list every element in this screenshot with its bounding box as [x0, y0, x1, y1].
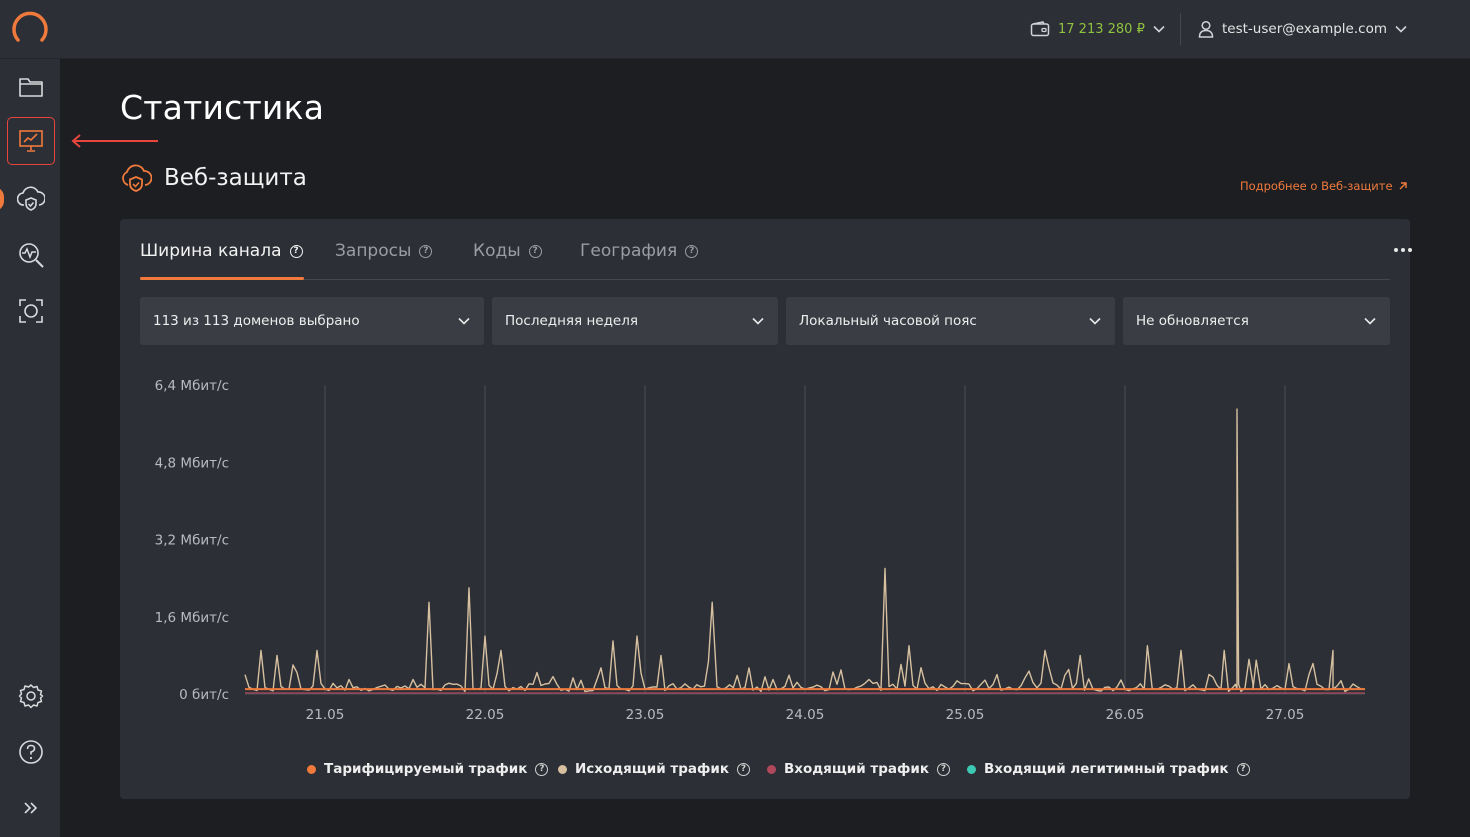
help-icon [19, 740, 43, 764]
page-title: Статистика [120, 88, 325, 127]
x-tick-label: 23.05 [626, 707, 665, 723]
legend-dot [558, 764, 567, 774]
sidebar-item-help[interactable] [7, 728, 55, 776]
divider [1180, 13, 1181, 45]
legend-item-outgoing[interactable]: Исходящий трафик ? [558, 761, 751, 777]
wallet-icon [1030, 21, 1050, 37]
legend-dot [307, 764, 316, 774]
cloud-shield-icon [122, 164, 152, 192]
tab-bandwidth[interactable]: Ширина канала ? [140, 239, 303, 263]
sidebar-item-monitoring[interactable] [7, 231, 55, 279]
y-tick-label: 4,8 Мбит/с [155, 455, 229, 471]
sidebar-item-web-protection[interactable] [7, 175, 55, 223]
x-tick-label: 25.05 [946, 707, 985, 723]
x-tick-label: 24.05 [786, 707, 825, 723]
x-tick-label: 22.05 [466, 707, 505, 723]
legend-label: Тарифицируемый трафик [324, 761, 528, 777]
balance-value: 17 213 280 ₽ [1058, 21, 1145, 37]
legend-label: Исходящий трафик [575, 761, 730, 777]
period-select-value: Последняя неделя [505, 313, 638, 329]
legend-item-legit[interactable]: Входящий легитимный трафик ? [967, 761, 1250, 777]
section-title: Веб-защита [164, 165, 307, 191]
more-options-icon[interactable] [1392, 241, 1414, 259]
user-icon [1198, 20, 1214, 38]
bandwidth-chart: 21.05 22.05 23.05 24.05 25.05 26.05 27.05 6,4 М… [155, 378, 1366, 723]
learn-more-link[interactable]: Подробнее о Веб-защите [1240, 179, 1408, 193]
sidebar-expand-button[interactable] [7, 784, 55, 832]
settings-icon [18, 684, 44, 709]
refresh-select[interactable]: Не обновляется [1123, 297, 1390, 345]
tab-label: Запросы [335, 241, 412, 261]
sidebar-item-settings[interactable] [7, 672, 55, 720]
legend-label: Входящий легитимный трафик [984, 761, 1229, 777]
sidebar-item-scan[interactable] [7, 287, 55, 335]
external-arrow-icon [1399, 182, 1407, 190]
user-email: test-user@example.com [1222, 21, 1387, 37]
help-icon[interactable]: ? [737, 762, 751, 776]
timezone-select[interactable]: Локальный часовой пояс [786, 297, 1115, 345]
chart-legend: Тарифицируемый трафик ? Исходящий трафик… [120, 759, 1410, 779]
tab-label: Коды [473, 241, 521, 261]
help-icon[interactable]: ? [937, 762, 950, 776]
legend-item-incoming[interactable]: Входящий трафик ? [767, 761, 950, 777]
sidebar-item-statistics[interactable] [7, 117, 55, 165]
balance-dropdown[interactable]: 17 213 280 ₽ [1030, 18, 1165, 40]
legend-dot [967, 764, 976, 774]
tab-codes[interactable]: Коды ? [473, 239, 542, 263]
tab-label: География [580, 241, 678, 261]
scan-icon [19, 299, 43, 323]
tab-requests[interactable]: Запросы ? [335, 239, 433, 263]
logo-icon[interactable] [10, 10, 50, 50]
timezone-select-value: Локальный часовой пояс [799, 313, 977, 329]
y-tick-label: 3,2 Мбит/с [155, 533, 229, 549]
help-icon[interactable]: ? [685, 244, 699, 258]
monitoring-icon [19, 243, 44, 268]
active-indicator [0, 187, 4, 211]
sidebar [0, 59, 60, 837]
y-tick-label: 0 бит/с [179, 687, 229, 703]
legend-label: Входящий трафик [784, 761, 929, 777]
help-icon[interactable]: ? [535, 762, 549, 776]
refresh-select-value: Не обновляется [1136, 313, 1249, 329]
help-icon[interactable]: ? [289, 244, 303, 258]
legend-dot [767, 764, 776, 774]
chevron-down-icon [1089, 317, 1101, 325]
y-tick-label: 1,6 Мбит/с [155, 610, 229, 626]
user-menu[interactable]: test-user@example.com [1198, 18, 1407, 40]
arrow-annotation-icon [71, 134, 158, 148]
chevron-down-icon [1395, 25, 1407, 33]
cloud-shield-icon [17, 186, 45, 211]
legend-item-billable[interactable]: Тарифицируемый трафик ? [307, 761, 549, 777]
tab-label: Ширина канала [140, 241, 282, 261]
top-bar: 17 213 280 ₽ test-user@example.com [0, 0, 1470, 59]
active-tab-indicator [140, 277, 304, 280]
chevron-down-icon [1364, 317, 1376, 325]
chevron-down-icon [752, 317, 764, 325]
tab-bar: Ширина канала ? Запросы ? Коды ? Географ… [140, 219, 1412, 280]
x-tick-label: 21.05 [306, 707, 345, 723]
learn-more-label: Подробнее о Веб-защите [1240, 179, 1393, 193]
help-icon[interactable]: ? [419, 244, 433, 258]
help-icon[interactable]: ? [528, 244, 542, 258]
y-tick-label: 6,4 Мбит/с [155, 378, 229, 394]
statistics-card: Ширина канала ? Запросы ? Коды ? Географ… [120, 219, 1412, 799]
folder-icon [19, 78, 43, 97]
statistics-icon [19, 130, 43, 152]
chevron-down-icon [458, 317, 470, 325]
help-icon[interactable]: ? [1236, 762, 1250, 776]
sidebar-item-files[interactable] [7, 63, 55, 111]
x-tick-label: 26.05 [1106, 707, 1145, 723]
domain-select[interactable]: 113 из 113 доменов выбрано [140, 297, 484, 345]
expand-icon [24, 802, 38, 814]
tab-geography[interactable]: География ? [580, 239, 699, 263]
x-tick-label: 27.05 [1266, 707, 1305, 723]
period-select[interactable]: Последняя неделя [492, 297, 778, 345]
domain-select-value: 113 из 113 доменов выбрано [153, 313, 360, 329]
chevron-down-icon [1153, 25, 1165, 33]
